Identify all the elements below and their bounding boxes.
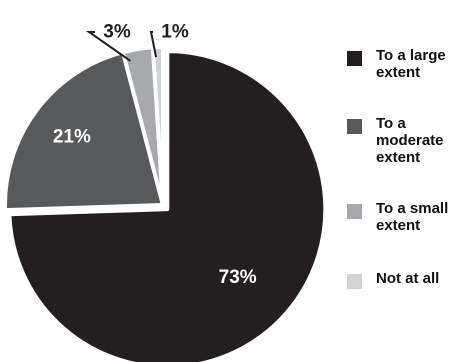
legend-label-moderate-extent: To a moderate extent bbox=[376, 115, 444, 166]
leader-line-not-at-all bbox=[149, 31, 158, 58]
legend-label-large-extent: To a large extent bbox=[376, 47, 446, 81]
leader-line-small-extent bbox=[85, 31, 131, 62]
legend: To a large extent To a moderate extent T… bbox=[347, 47, 454, 289]
legend-swatch-not-at-all bbox=[347, 274, 362, 289]
pie-slice-large-extent bbox=[7, 49, 328, 362]
legend-item-not-at-all: Not at all bbox=[347, 270, 454, 289]
legend-swatch-large-extent bbox=[347, 51, 362, 66]
leader-lines bbox=[85, 31, 158, 62]
legend-item-large-extent: To a large extent bbox=[347, 47, 454, 81]
legend-label-not-at-all: Not at all bbox=[376, 270, 440, 287]
value-label-not-at-all: 1% bbox=[161, 22, 189, 43]
value-label-large-extent: 73% bbox=[219, 267, 257, 288]
value-labels: 73% 21% 3% 1% bbox=[53, 22, 257, 288]
value-label-small-extent: 3% bbox=[103, 22, 131, 43]
pie-slices bbox=[3, 45, 328, 362]
pie-slice-not-at-all bbox=[150, 45, 165, 207]
legend-item-moderate-extent: To a moderate extent bbox=[347, 115, 454, 166]
pie-slice-moderate-extent bbox=[3, 50, 165, 213]
legend-item-small-extent: To a small extent bbox=[347, 200, 454, 234]
legend-swatch-small-extent bbox=[347, 204, 362, 219]
legend-swatch-moderate-extent bbox=[347, 119, 362, 134]
legend-label-small-extent: To a small extent bbox=[376, 200, 449, 234]
value-label-moderate-extent: 21% bbox=[53, 126, 91, 147]
